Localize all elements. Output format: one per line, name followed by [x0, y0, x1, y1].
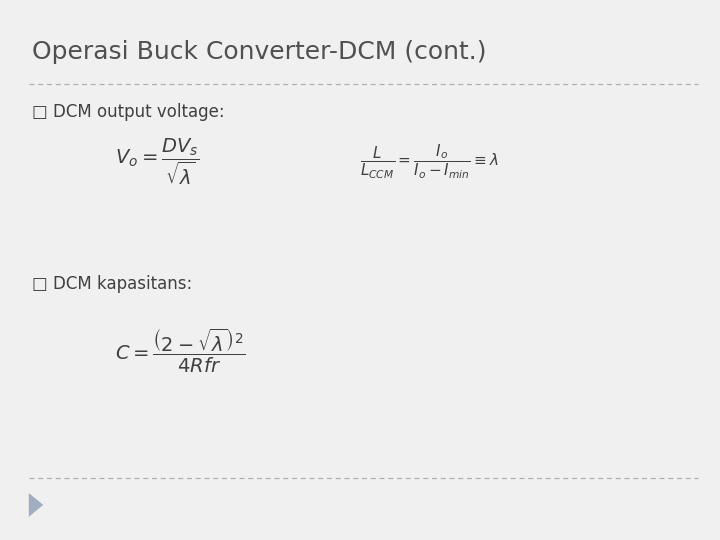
Text: $\dfrac{L}{L_{CCM}} = \dfrac{I_o}{I_o - I_{min}} \equiv \lambda$: $\dfrac{L}{L_{CCM}} = \dfrac{I_o}{I_o - …: [360, 143, 499, 181]
Polygon shape: [29, 493, 43, 517]
Text: $V_o = \dfrac{DV_s}{\sqrt{\lambda}}$: $V_o = \dfrac{DV_s}{\sqrt{\lambda}}$: [115, 137, 199, 187]
Text: □ DCM output voltage:: □ DCM output voltage:: [32, 103, 225, 120]
Text: □ DCM kapasitans:: □ DCM kapasitans:: [32, 275, 193, 293]
Text: Operasi Buck Converter-DCM (cont.): Operasi Buck Converter-DCM (cont.): [32, 40, 487, 64]
Text: $C = \dfrac{\left(2 - \sqrt{\lambda}\right)^2}{4Rfr}$: $C = \dfrac{\left(2 - \sqrt{\lambda}\rig…: [115, 327, 246, 375]
